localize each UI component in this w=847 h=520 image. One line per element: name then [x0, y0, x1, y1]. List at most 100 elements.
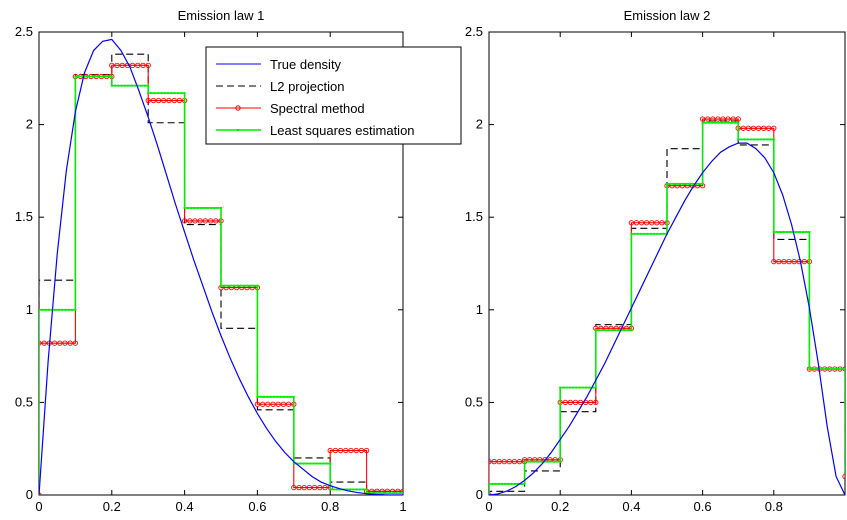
- marker-point: [759, 138, 762, 141]
- marker-point: [216, 206, 219, 209]
- marker-point: [805, 231, 808, 234]
- marker-point: [585, 386, 588, 389]
- marker-point: [183, 92, 186, 95]
- marker-point: [489, 482, 490, 485]
- marker-point: [140, 62, 146, 68]
- marker-point: [137, 84, 140, 87]
- marker-point: [202, 218, 209, 224]
- marker-point: [155, 97, 162, 104]
- legend-marker: [235, 105, 241, 111]
- marker-point: [200, 206, 203, 209]
- series-least-squares-estimation: [489, 121, 845, 495]
- marker-point: [349, 488, 352, 491]
- marker-point: [662, 232, 665, 235]
- marker-point: [97, 75, 100, 78]
- marker-point: [311, 484, 318, 491]
- marker-point: [510, 482, 513, 485]
- marker-point: [39, 340, 42, 346]
- y-tick-label: 2: [26, 117, 33, 132]
- marker-point: [714, 121, 717, 124]
- plot-area-frame: [488, 31, 846, 496]
- marker-point: [623, 329, 626, 332]
- marker-point: [539, 460, 542, 463]
- marker-point: [675, 182, 678, 185]
- marker-point: [110, 84, 113, 87]
- marker-point: [533, 460, 536, 463]
- marker-point: [795, 231, 798, 234]
- marker-point: [61, 308, 64, 311]
- chart-panel-emission-law-1: Emission law 1 0 0.2 0.4 0.6 0.8 1 0 0.5 1 1.5 2 2.5…: [15, 8, 462, 514]
- marker-point: [844, 368, 845, 371]
- marker-point: [335, 488, 338, 491]
- marker-point: [362, 488, 365, 491]
- marker-point: [332, 488, 335, 491]
- marker-point: [711, 121, 714, 124]
- marker-point: [382, 492, 385, 495]
- marker-point: [567, 399, 574, 406]
- marker-point: [620, 329, 623, 332]
- marker-point: [375, 492, 378, 495]
- marker-point: [269, 395, 272, 398]
- marker-point: [588, 399, 594, 406]
- marker-point: [352, 488, 355, 491]
- marker-point: [176, 92, 179, 95]
- marker-point: [504, 482, 507, 485]
- marker-point: [72, 340, 79, 346]
- marker-point: [388, 492, 391, 495]
- marker-point: [643, 232, 646, 235]
- marker-point: [275, 401, 281, 407]
- marker-point: [343, 447, 349, 454]
- marker-point: [630, 329, 633, 332]
- marker-point: [630, 232, 633, 235]
- marker-point: [659, 232, 662, 235]
- chart-title: Emission law 2: [624, 8, 711, 23]
- marker-point: [581, 386, 584, 389]
- marker-point: [607, 329, 610, 332]
- marker-point: [223, 284, 226, 287]
- marker-point: [638, 220, 645, 226]
- marker-point: [378, 492, 381, 495]
- marker-point: [821, 368, 824, 371]
- marker-point: [296, 462, 299, 465]
- marker-point: [649, 220, 655, 226]
- marker-point: [41, 308, 44, 311]
- plot-area-frame: [38, 31, 404, 496]
- marker-point: [171, 97, 177, 104]
- marker-point: [614, 329, 617, 332]
- marker-point: [513, 482, 516, 485]
- marker-point: [339, 488, 342, 491]
- marker-point: [259, 401, 266, 407]
- x-tick-label: 0.6: [694, 499, 712, 514]
- marker-point: [494, 482, 497, 485]
- marker-point: [57, 340, 63, 346]
- marker-point: [130, 84, 133, 87]
- marker-point: [501, 459, 507, 465]
- marker-point: [840, 368, 843, 371]
- series-l2-projection: [489, 120, 845, 495]
- x-tick-label: 0: [485, 499, 492, 514]
- marker-point: [129, 62, 136, 68]
- marker-point: [704, 121, 707, 124]
- marker-point: [124, 84, 127, 87]
- marker-point: [827, 368, 830, 371]
- marker-point: [771, 258, 777, 265]
- marker-point: [654, 220, 660, 226]
- marker-point: [312, 462, 315, 465]
- y-tick-label: 1.5: [465, 209, 483, 224]
- marker-point: [834, 368, 837, 371]
- marker-point: [363, 447, 370, 454]
- x-tick-label: 0.8: [765, 499, 783, 514]
- marker-point: [572, 399, 579, 406]
- marker-point: [54, 308, 57, 311]
- marker-point: [345, 488, 348, 491]
- marker-point: [392, 492, 395, 495]
- marker-point: [196, 206, 199, 209]
- marker-point: [750, 125, 757, 131]
- marker-point: [628, 220, 635, 226]
- marker-point: [562, 386, 565, 389]
- marker-point: [41, 340, 47, 346]
- marker-point: [837, 368, 840, 371]
- marker-point: [183, 206, 186, 209]
- marker-point: [769, 138, 772, 141]
- marker-point: [292, 462, 295, 465]
